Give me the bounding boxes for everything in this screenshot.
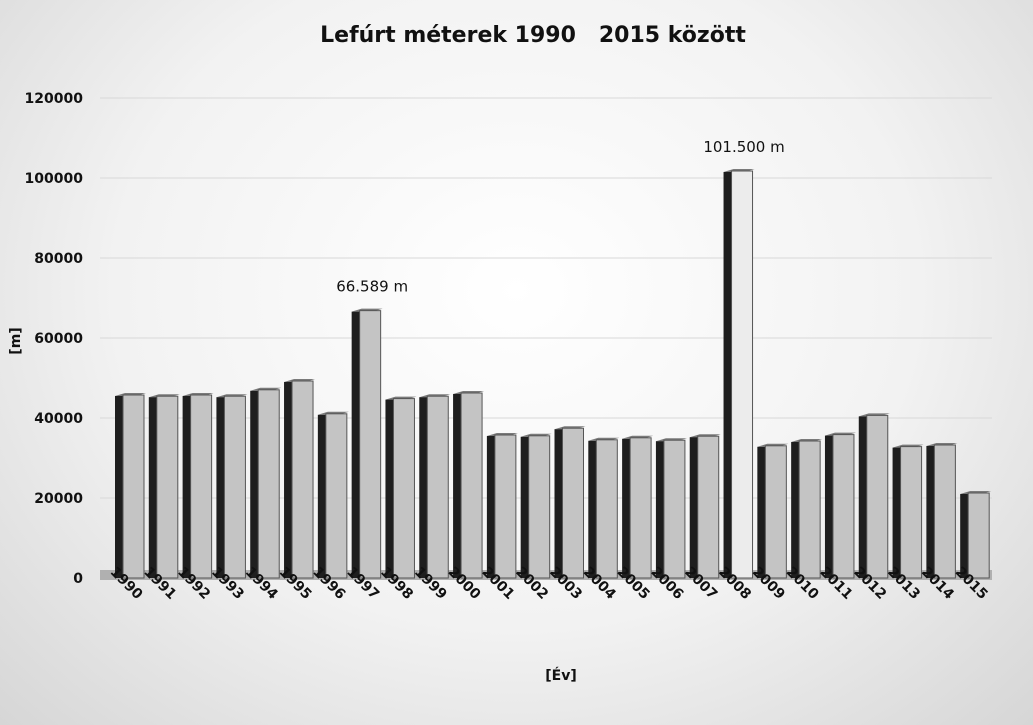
bar-face — [528, 435, 551, 579]
bar — [723, 169, 755, 579]
bar-face — [900, 446, 923, 579]
bar-face — [325, 413, 348, 579]
bar — [385, 396, 417, 579]
bar-side — [453, 394, 464, 578]
bar — [960, 491, 992, 579]
bar — [655, 438, 687, 579]
bar-face — [595, 439, 618, 579]
bar-face — [798, 440, 821, 579]
bar-face — [494, 434, 517, 579]
bar-face — [426, 395, 449, 579]
bar-side — [520, 436, 531, 578]
bar-face — [866, 414, 889, 579]
annotations: 66.589 m 101.500 m — [336, 138, 785, 296]
bar — [520, 433, 552, 579]
bar — [926, 443, 958, 579]
bar-side — [689, 437, 700, 578]
bar-side — [757, 446, 768, 578]
bar-side — [250, 390, 261, 578]
bar — [351, 308, 383, 579]
bar-side — [554, 429, 565, 578]
bar-face — [629, 437, 652, 579]
bar-side — [284, 382, 295, 578]
bar-side — [419, 397, 430, 578]
data-label: 66.589 m — [336, 278, 408, 296]
data-label: 101.500 m — [703, 138, 784, 156]
bar — [317, 411, 349, 579]
bar-side — [858, 416, 869, 578]
bar-face — [731, 170, 754, 579]
bar-face — [291, 380, 314, 579]
bar-side — [588, 440, 599, 578]
bar — [419, 394, 451, 579]
bar — [588, 437, 620, 579]
bar-face — [764, 445, 787, 579]
chart-title: Lefúrt méterek 1990 2015 között — [320, 23, 746, 48]
bar-side — [148, 397, 159, 578]
y-axis-label: [m] — [8, 327, 24, 354]
bar-face — [392, 398, 415, 579]
bar-face — [359, 310, 382, 579]
bar — [284, 379, 316, 579]
bar-side — [791, 442, 802, 578]
bar — [892, 444, 924, 579]
bar-side — [317, 414, 328, 578]
bar-side — [655, 441, 666, 578]
bar — [554, 426, 586, 579]
bar-side — [182, 396, 193, 578]
bar-face — [156, 395, 179, 579]
bar — [791, 439, 823, 579]
bar-side — [486, 436, 497, 578]
y-tick-label: 100000 — [25, 171, 84, 187]
bar-side — [351, 311, 362, 578]
bar — [858, 413, 890, 579]
y-tick-label: 120000 — [25, 91, 84, 107]
bar-face — [663, 439, 686, 579]
bar — [216, 394, 248, 579]
bar — [182, 393, 214, 579]
bar-side — [115, 396, 125, 578]
bar-face — [933, 444, 956, 579]
y-tick-label: 80000 — [34, 251, 83, 267]
y-tick-label: 40000 — [34, 411, 83, 427]
bars — [115, 169, 992, 579]
x-axis-label: [Év] — [545, 667, 577, 684]
bar-face — [967, 492, 990, 579]
y-tick-label: 20000 — [34, 491, 83, 507]
bar — [148, 394, 180, 579]
bar-side — [926, 446, 937, 578]
bar — [486, 433, 518, 579]
y-axis-ticks: 0 20000 40000 60000 80000 100000 120000 — [25, 91, 84, 587]
bar-side — [216, 397, 227, 578]
bar-face — [832, 434, 855, 579]
bar-side — [723, 172, 734, 578]
bar-face — [122, 394, 145, 579]
bar-side — [385, 399, 396, 578]
bar-face — [697, 435, 720, 579]
y-tick-label: 0 — [73, 571, 83, 587]
bar — [622, 435, 654, 579]
bar — [689, 434, 721, 579]
bar — [757, 443, 789, 579]
bar — [115, 393, 146, 579]
bar — [453, 391, 485, 579]
bar-side — [622, 438, 633, 578]
bar-face — [257, 389, 280, 579]
bar — [250, 387, 282, 579]
bar-face — [460, 392, 483, 579]
y-tick-label: 60000 — [34, 331, 83, 347]
bar-side — [824, 435, 835, 578]
bar-face — [223, 395, 246, 579]
bar-face — [562, 427, 584, 579]
bar-side — [960, 494, 971, 578]
bar-side — [892, 447, 903, 578]
bar-face — [190, 394, 213, 579]
bar — [824, 432, 856, 579]
